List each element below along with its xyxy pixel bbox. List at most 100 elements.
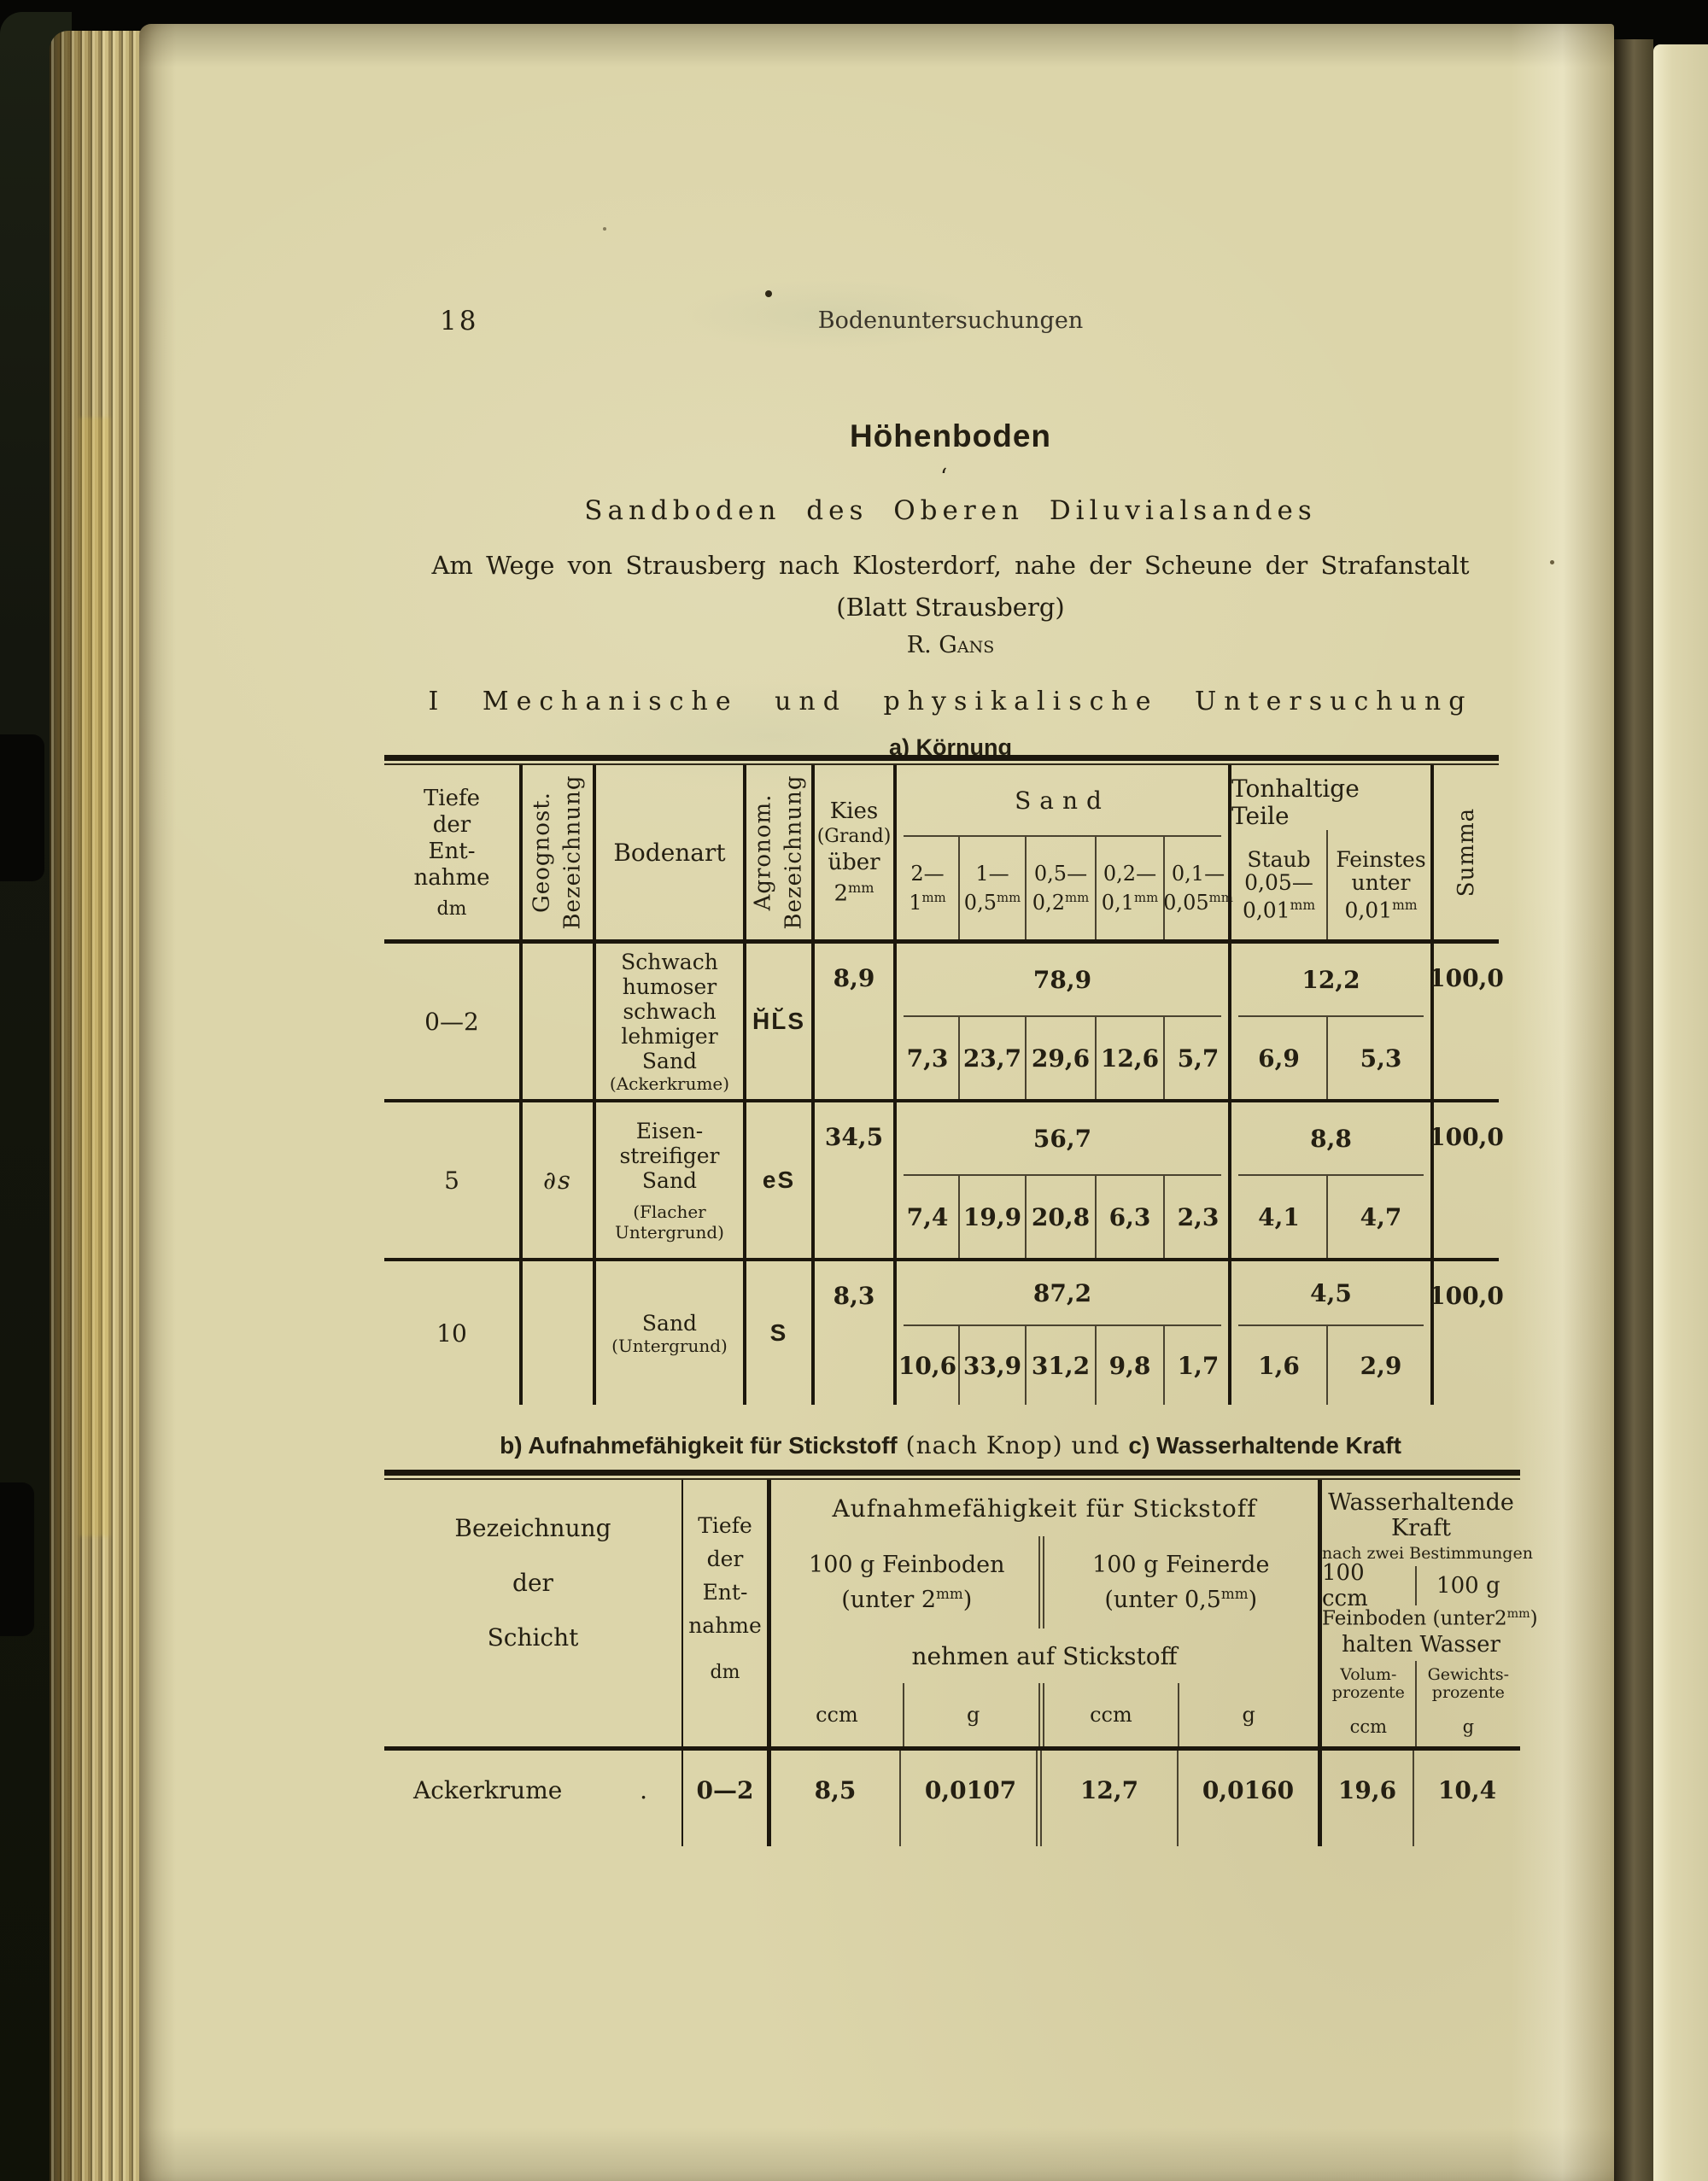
cell-feinboden-ccm: 8,5 <box>767 1751 899 1846</box>
cell-agronom: S <box>743 1261 811 1405</box>
author-line: R. Gans <box>267 632 1634 658</box>
table-top-rule <box>384 1470 1520 1476</box>
cell-feinstes: 4,7 <box>1326 1176 1434 1258</box>
header-line: Tiefe <box>423 785 481 811</box>
col-header-feinerde: 100 g Feinerde (unter 0,5mm) <box>1038 1536 1318 1628</box>
cell-sand-1-05: 19,9 <box>958 1176 1025 1258</box>
table-row-depth-0-2: 0—2 Schwach humoser schwach lehmiger San… <box>384 944 1504 1099</box>
cell-feinstes: 5,3 <box>1326 1017 1434 1099</box>
cell-geognost: ∂s <box>519 1102 593 1258</box>
ton-total: 12,2 <box>1301 965 1360 994</box>
unit-ccm: ccm <box>816 1703 858 1727</box>
col-group-stickstoff: Aufnahmefähigkeit für Stickstoff 100 g F… <box>767 1480 1318 1746</box>
cell-schicht: Ackerkrume . <box>384 1751 681 1846</box>
wasser-subtitle: nach zwei Bestimmungen <box>1322 1544 1533 1563</box>
table-row-ackerkrume: Ackerkrume . 0—2 8,5 0,0107 12,7 0,0160 … <box>384 1751 1520 1846</box>
cell-geognost <box>519 1261 593 1405</box>
col-header-agronom: Agronom. Bezeichnung <box>743 765 811 939</box>
ton-total: 4,5 <box>1310 1278 1352 1307</box>
header-line: Agronom. <box>751 793 776 911</box>
col-header-sand-05-02: 0,5— 0,2mm <box>1025 837 1095 939</box>
header-line: der <box>432 811 471 838</box>
cell-agronom: eS <box>743 1102 811 1258</box>
col-header-sand-02-01: 0,2— 0,1mm <box>1095 837 1163 939</box>
cell-tiefe: 0—2 <box>681 1751 767 1846</box>
schicht-label: Ackerkrume <box>413 1776 563 1804</box>
heading-b: b) Aufnahmefähigkeit für Stickstoff <box>500 1432 898 1459</box>
cell-summa: 100,0 <box>1429 1102 1504 1258</box>
ink-speck <box>1550 560 1554 564</box>
author-prefix: R. G <box>906 632 957 658</box>
cell-gewichtsprozente: 10,4 <box>1413 1751 1520 1846</box>
sand-group-title: Sand <box>1015 786 1110 815</box>
ton-values: 6,9 5,3 <box>1231 1017 1430 1099</box>
cell-sand-05-02: 20,8 <box>1025 1176 1095 1258</box>
table-top-rule-thin <box>384 763 1499 765</box>
sand-total: 78,9 <box>1032 965 1092 994</box>
cell-sand-05-02: 29,6 <box>1025 1017 1095 1099</box>
koernung-table-header: Tiefe der Ent- nahme dm Geognost. Bezeic… <box>384 765 1499 944</box>
header-line: Ent- <box>428 838 476 864</box>
col-group-wasser: Wasserhaltende Kraft nach zwei Bestimmun… <box>1318 1480 1538 1746</box>
stickstoff-wasser-table: Bezeichnung der Schicht Tiefe der Ent- n… <box>384 1470 1538 1846</box>
cell-tiefe: 5 <box>444 1166 459 1195</box>
author-smallcaps: ans <box>956 632 995 658</box>
sand-total: 56,7 <box>1032 1124 1092 1153</box>
col-header-feinboden: 100 g Feinboden (unter 2mm) <box>809 1552 1005 1613</box>
cell-feinboden-g: 0,0107 <box>899 1751 1040 1846</box>
header-line: nahme <box>413 864 490 891</box>
col-header-summa: Summa <box>1430 765 1499 939</box>
cell-sand-01-005: 2,3 <box>1163 1176 1231 1258</box>
cell-sand-05-02: 31,2 <box>1025 1326 1095 1405</box>
subtitle: Sandboden des Oberen Diluvialsandes <box>584 495 1317 526</box>
header-line: Geognost. <box>529 792 555 913</box>
cell-feinerde-g: 0,0160 <box>1177 1751 1318 1846</box>
cell-kies: 34,5 <box>811 1102 893 1258</box>
cell-sand-01-005: 5,7 <box>1163 1017 1231 1099</box>
col-header-sand-1-05: 1— 0,5mm <box>958 837 1025 939</box>
sand-subheaders: 2— 1mm 1— 0,5mm 0,5— 0,2mm 0,2— <box>897 837 1233 939</box>
cell-sand-02-01: 9,8 <box>1095 1326 1163 1405</box>
cell-group-ton: 4,5 1,6 2,9 <box>1228 1261 1430 1405</box>
cell-sand-02-01: 6,3 <box>1095 1176 1163 1258</box>
cell-group-sand: 78,9 7,3 23,7 29,6 12,6 5,7 <box>893 944 1228 1099</box>
ink-mark: ʻ <box>940 465 948 490</box>
cell-sand-02-01: 12,6 <box>1095 1017 1163 1099</box>
stickstoff-table-header: Bezeichnung der Schicht Tiefe der Ent- n… <box>384 1480 1538 1751</box>
cell-sand-1-05: 33,9 <box>958 1326 1025 1405</box>
cell-group-sand: 87,2 10,6 33,9 31,2 9,8 1,7 <box>893 1261 1228 1405</box>
page-stack-gap <box>0 1482 34 1636</box>
cell-staub: 1,6 <box>1258 1351 1300 1380</box>
col-group-ton: Tonhaltige Teile Staub 0,05— 0,01mm Fein… <box>1228 765 1430 939</box>
wasser-group-title: Wasserhaltende Kraft <box>1328 1489 1514 1541</box>
col-header-gewichts: Gewichts- prozente <box>1414 1660 1520 1707</box>
cell-sand-01-005: 1,7 <box>1163 1326 1231 1405</box>
cell-volumprozente: 19,6 <box>1318 1751 1413 1846</box>
wasser-subheaders: Volum- prozente Gewichts- prozente <box>1322 1660 1520 1707</box>
col-group-sand: Sand 2— 1mm 1— 0,5mm 0,5— 0,2 <box>893 765 1233 939</box>
unit-ccm: ccm <box>1349 1716 1388 1737</box>
cell-feinerde-ccm: 12,7 <box>1036 1751 1177 1846</box>
page-title: Höhenboden <box>849 418 1052 453</box>
cell-tiefe: 0—2 <box>424 1007 479 1036</box>
sand-total: 87,2 <box>1032 1278 1092 1307</box>
ink-speck <box>603 227 606 231</box>
location-line: Am Wege von Strausberg nach Klosterdorf,… <box>431 551 1470 580</box>
col-header-bezeichnung: Bezeichnung der Schicht <box>454 1514 611 1652</box>
cell-bodenart: Eisen- streifiger Sand (Flacher Untergru… <box>593 1102 743 1258</box>
cell-sand-1-05: 23,7 <box>958 1017 1025 1099</box>
heading-mid: (nach Knop) und <box>897 1431 1129 1459</box>
cell-summa: 100,0 <box>1429 1261 1504 1405</box>
page-edge-stack <box>50 31 142 2181</box>
ton-values: 1,6 2,9 <box>1231 1326 1430 1405</box>
col-header-volum: Volum- prozente <box>1331 1664 1405 1702</box>
heading-c: c) Wasserhaltende Kraft <box>1128 1432 1401 1459</box>
header-line: Bezeichnung <box>560 775 586 930</box>
ink-speck <box>765 290 772 297</box>
cell-kies: 8,9 <box>811 944 893 1099</box>
divider <box>1238 1015 1424 1017</box>
wasser-feinboden-line: Feinboden (unter2mm) <box>1322 1607 1538 1630</box>
col-header-tiefe: Tiefe der Ent- nahme dm <box>384 765 519 939</box>
dot-leader: . <box>640 1776 647 1804</box>
